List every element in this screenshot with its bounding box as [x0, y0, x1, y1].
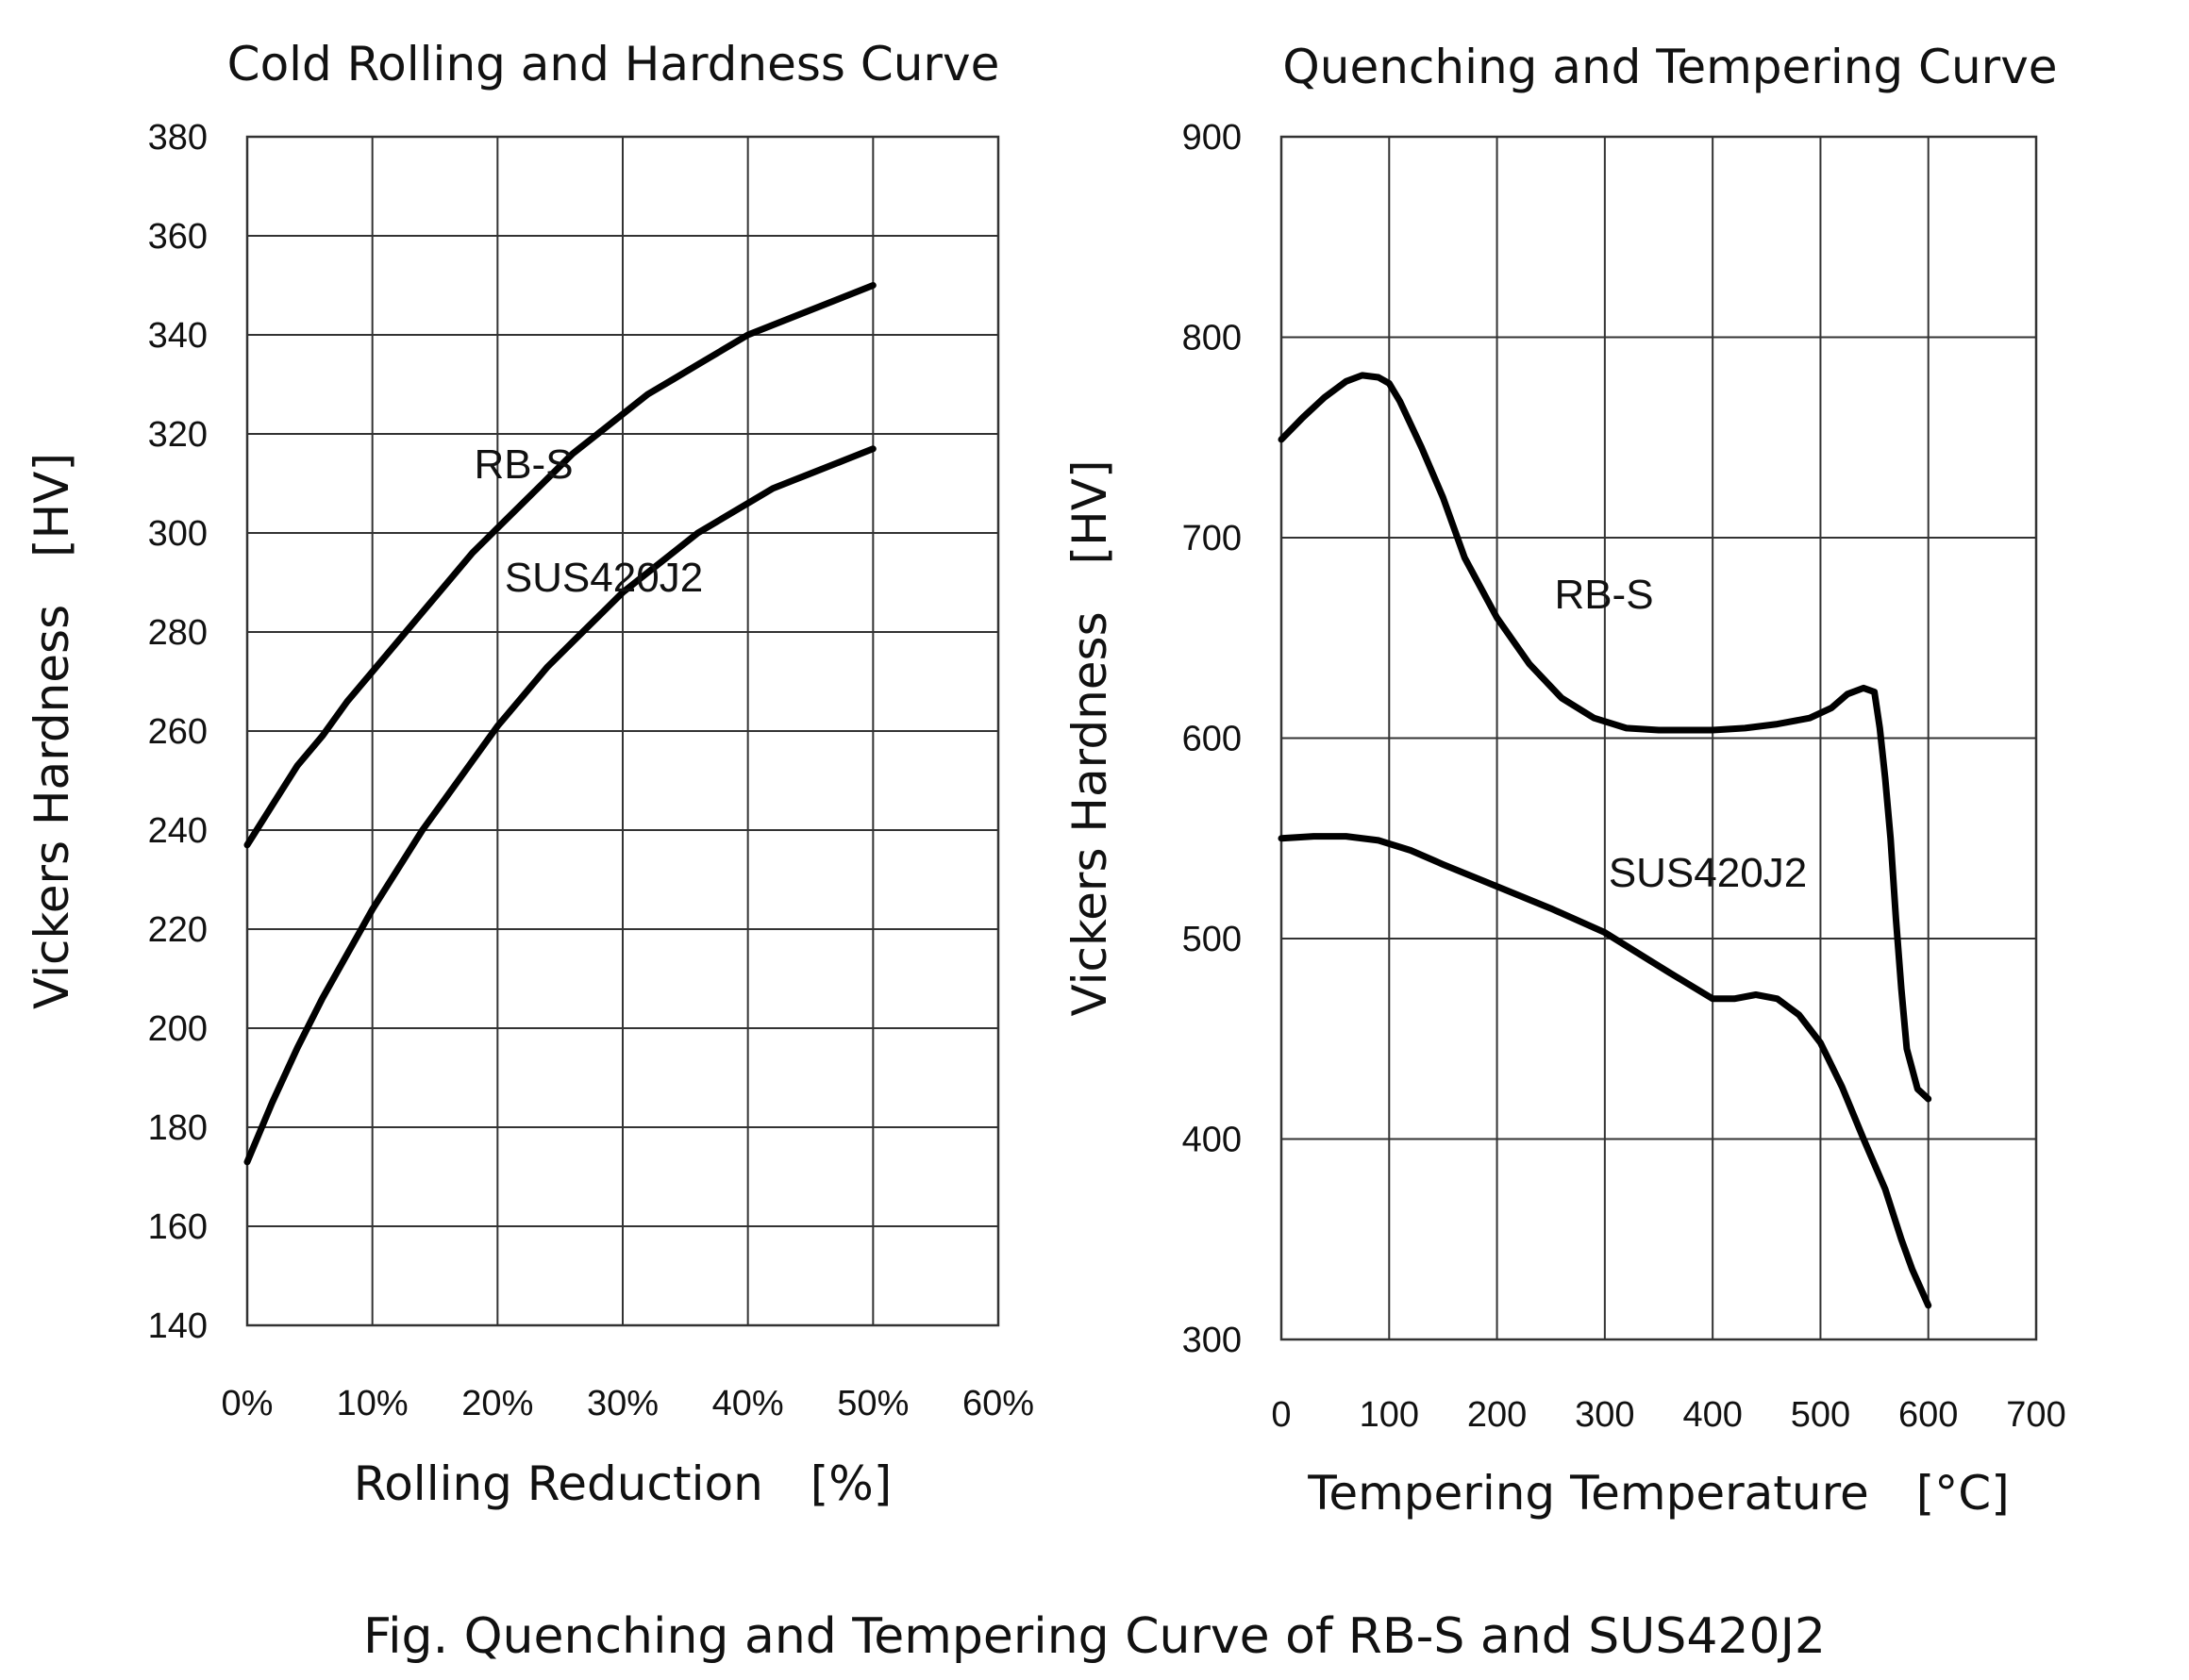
- y-tick-label: 140: [148, 1306, 208, 1346]
- x-tick-label: 60%: [962, 1384, 1034, 1423]
- x-tick-label: 300: [1575, 1395, 1634, 1435]
- x-tick-label: 20%: [461, 1384, 533, 1423]
- y-tick-label: 400: [1182, 1121, 1242, 1160]
- y-tick-label: 300: [1182, 1321, 1242, 1360]
- y-tick-label: 600: [1182, 720, 1242, 759]
- series-line-rb-s: [1278, 372, 1932, 1103]
- y-axis-title: Vickers Hardness [HV]: [1062, 460, 1117, 1017]
- y-tick-label: 360: [148, 217, 208, 257]
- x-tick-label: 100: [1360, 1395, 1419, 1435]
- y-tick-label: 320: [148, 415, 208, 455]
- x-tick-label: 600: [1898, 1395, 1958, 1435]
- series-label: RB-S: [1554, 572, 1653, 618]
- x-axis-title: Rolling Reduction [%]: [354, 1456, 893, 1511]
- y-tick-label: 340: [148, 316, 208, 356]
- x-tick-label: 200: [1467, 1395, 1527, 1435]
- x-axis-title: Tempering Temperature [°C]: [1307, 1466, 2009, 1521]
- x-tick-label: 30%: [587, 1384, 659, 1423]
- y-tick-label: 180: [148, 1108, 208, 1148]
- x-tick-label: 10%: [337, 1384, 409, 1423]
- x-tick-label: 500: [1791, 1395, 1850, 1435]
- y-tick-label: 220: [148, 910, 208, 950]
- x-tick-label: 0: [1271, 1395, 1291, 1435]
- series-line-rb-s: [243, 282, 877, 849]
- x-tick-label: 50%: [837, 1384, 909, 1423]
- series-line-sus420j2: [1278, 833, 1932, 1309]
- x-tick-label: 700: [2006, 1395, 2065, 1435]
- y-tick-label: 800: [1182, 319, 1242, 358]
- series-line-sus420j2: [243, 445, 877, 1166]
- x-tick-label: 0%: [222, 1384, 274, 1423]
- cold-rolling-chart: 0% 10% 20% 30% 40% 50% 60% 140 160 180 200 220 240 26…: [25, 37, 1034, 1511]
- plot-frame: [1279, 135, 2038, 1341]
- y-tick-label: 240: [148, 811, 208, 851]
- series-label: RB-S: [474, 441, 573, 488]
- figure-caption: Fig. Quenching and Tempering Curve of RB…: [363, 1608, 1826, 1665]
- y-tick-label: 900: [1182, 118, 1242, 158]
- series-label: SUS420J2: [505, 555, 703, 601]
- y-tick-label: 380: [148, 118, 208, 158]
- y-tick-label: 160: [148, 1207, 208, 1247]
- y-tick-label: 700: [1182, 519, 1242, 558]
- series-label: SUS420J2: [1609, 850, 1807, 896]
- chart-title: Quenching and Tempering Curve: [1282, 40, 2057, 94]
- x-tick-label: 400: [1682, 1395, 1742, 1435]
- x-tick-label: 40%: [712, 1384, 784, 1423]
- y-tick-label: 260: [148, 712, 208, 752]
- plot-frame: [245, 135, 1000, 1327]
- chart-title: Cold Rolling and Hardness Curve: [227, 37, 1000, 91]
- y-tick-label: 300: [148, 514, 208, 554]
- y-tick-label: 280: [148, 613, 208, 653]
- y-tick-label: 200: [148, 1009, 208, 1049]
- y-axis-title: Vickers Hardness [HV]: [25, 453, 79, 1009]
- y-tick-label: 500: [1182, 920, 1242, 959]
- quenching-tempering-chart: 0 100 200 300 400 500 600 700 300 400 500 600 700 800…: [1062, 40, 2066, 1521]
